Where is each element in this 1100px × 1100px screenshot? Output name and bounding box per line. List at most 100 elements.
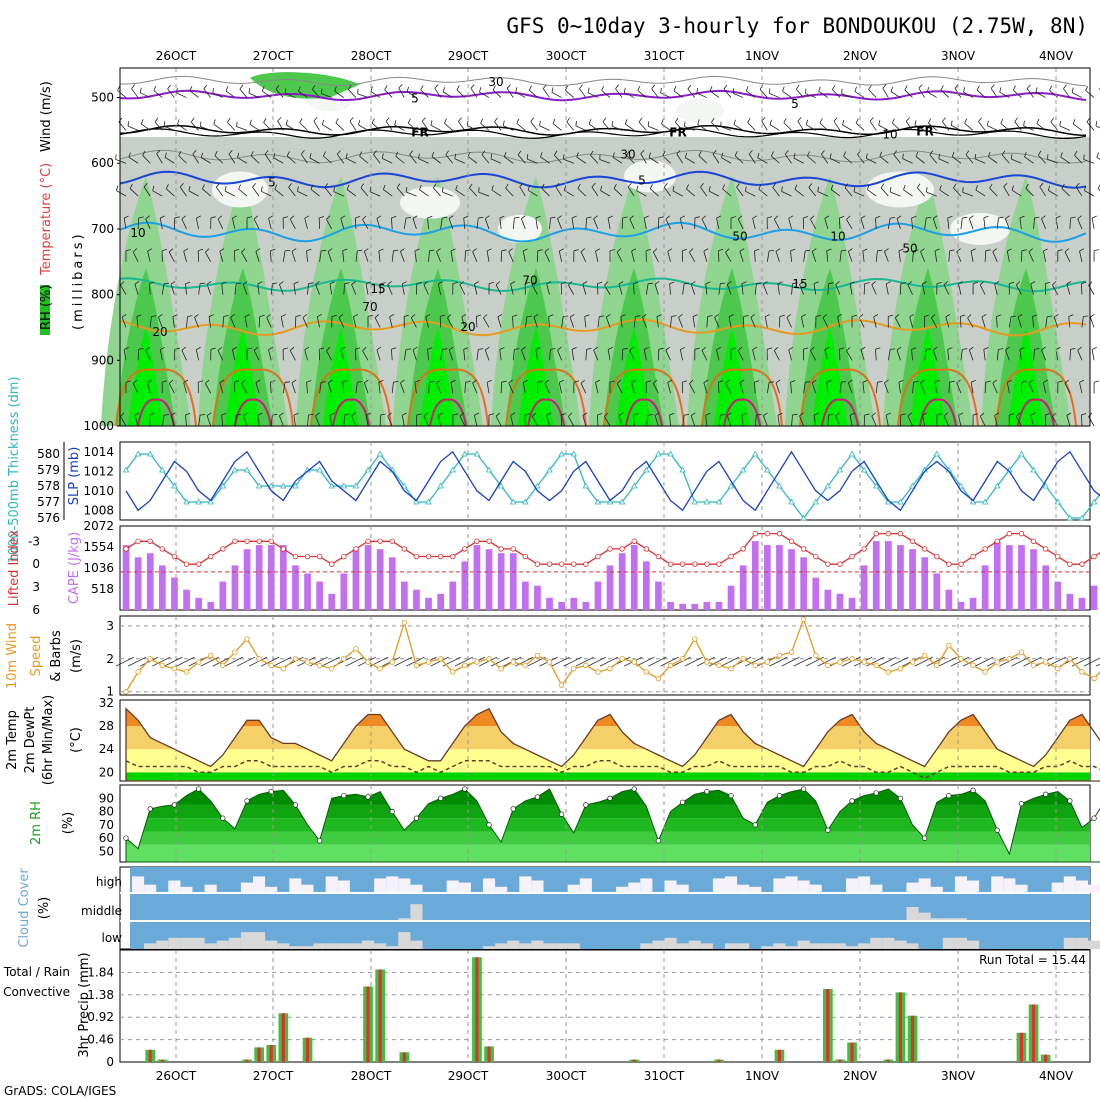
wind-barb bbox=[648, 125, 659, 131]
wind-barb bbox=[544, 251, 550, 262]
contour-temp-30 bbox=[332, 398, 370, 427]
wind-speed-line-point bbox=[1091, 675, 1097, 682]
wind-barb-flag bbox=[983, 215, 989, 219]
rh-point bbox=[994, 827, 1000, 833]
wind-barb-flag bbox=[969, 346, 974, 351]
wind-barb bbox=[527, 158, 538, 164]
chart-title: GFS 0~10day 3-hourly for BONDOUKOU (2.75… bbox=[506, 14, 1088, 38]
wind-barb-flag bbox=[839, 216, 845, 219]
wind-barb-flag bbox=[949, 249, 955, 252]
wind-barb-flag bbox=[673, 86, 677, 91]
cloud-mid-bar bbox=[942, 918, 955, 921]
cloud-low-bar bbox=[519, 943, 532, 949]
cape-bar bbox=[401, 581, 408, 610]
wind-barb-flag bbox=[506, 84, 511, 89]
wind-barb bbox=[319, 382, 322, 394]
contour-rh-50 bbox=[119, 149, 1087, 164]
rh-dry-pocket bbox=[400, 186, 460, 219]
wind-barb bbox=[1049, 89, 1059, 98]
wind-barb-flag bbox=[563, 154, 565, 160]
lifted-index-line-point bbox=[135, 538, 141, 544]
cloud-high-gap bbox=[737, 884, 750, 893]
cape-tick-label: 1554 bbox=[83, 540, 114, 554]
wind-barb-flag bbox=[217, 215, 223, 220]
ylabel-temperature: Temperature (°C) bbox=[39, 163, 54, 276]
wind-barb bbox=[736, 187, 744, 197]
ylabel-pressure: (millibars) bbox=[71, 231, 86, 330]
wind-barb-flag bbox=[541, 183, 545, 189]
wind-barb bbox=[752, 218, 756, 230]
wind-barb bbox=[976, 89, 986, 98]
wind-barb bbox=[539, 125, 550, 131]
thickness-line-point bbox=[340, 482, 348, 489]
thickness-line-point bbox=[376, 450, 384, 457]
wind-barb bbox=[168, 383, 175, 394]
wind-barb-flag bbox=[680, 346, 685, 350]
wind-barb-flag bbox=[200, 152, 204, 158]
lifted-index-line-point bbox=[982, 546, 988, 552]
wind-barb-flag bbox=[384, 85, 388, 90]
wind-barb bbox=[219, 382, 224, 394]
wind-barb bbox=[667, 382, 671, 394]
wind-barb bbox=[689, 383, 696, 394]
wind-barb-flag bbox=[970, 379, 976, 383]
top-date-axis: 26OCT 27OCT 28OCT 29OCT 30OCT 31OCT 1NOV 2NOV 3N… bbox=[156, 49, 1074, 63]
wind-barb bbox=[1095, 125, 1100, 129]
wind-barb-flag bbox=[613, 184, 617, 189]
wind-barb-flag bbox=[561, 281, 567, 284]
wind-barb-flag bbox=[304, 215, 310, 219]
wind-barb bbox=[533, 316, 538, 328]
wind-barb-flag bbox=[579, 84, 583, 89]
wind-barb bbox=[261, 656, 280, 667]
wind-barb bbox=[141, 123, 151, 131]
wind-barb-flag bbox=[943, 412, 949, 417]
cloud-low-bar bbox=[543, 943, 556, 949]
wind-barb-flag bbox=[239, 84, 244, 90]
wind-barb bbox=[737, 218, 744, 230]
wind-barb-flag bbox=[824, 346, 830, 351]
cloud-high-gap bbox=[410, 884, 423, 893]
wind-barb bbox=[885, 283, 889, 295]
wind-barb-flag bbox=[716, 215, 722, 219]
wind-barb-flag bbox=[992, 248, 997, 253]
wind-barb bbox=[346, 189, 357, 197]
wind-barb bbox=[236, 126, 248, 131]
rh-point bbox=[1067, 798, 1073, 804]
cloud-high-gap bbox=[749, 886, 762, 893]
wind-barb-flag bbox=[249, 119, 252, 125]
wind-barb bbox=[448, 349, 454, 361]
precip-tick-label: 0 bbox=[106, 1055, 114, 1069]
wind-barb-flag bbox=[160, 215, 165, 219]
thickness-tick-label: 579 bbox=[37, 463, 60, 477]
lifted-index-line-point bbox=[1079, 561, 1085, 567]
wind-speed-line-point bbox=[135, 669, 141, 675]
wind-barb-flag bbox=[295, 314, 301, 317]
cape-bar bbox=[437, 593, 444, 610]
wind-barb-flag bbox=[633, 413, 639, 416]
cape-bar bbox=[243, 549, 251, 610]
wind-speed-line-point bbox=[728, 665, 734, 672]
wind-barb-flag bbox=[669, 412, 675, 416]
wind-barb-flag bbox=[1028, 248, 1033, 253]
cape-bar bbox=[1006, 545, 1013, 610]
wind-barb bbox=[871, 415, 877, 427]
wind-barb bbox=[282, 250, 286, 262]
wind-barb-flag bbox=[402, 412, 407, 416]
wind-barb bbox=[279, 284, 284, 295]
wind-barb bbox=[1079, 251, 1083, 262]
wind-barb bbox=[373, 154, 381, 164]
wind-barb-flag bbox=[255, 248, 261, 252]
wind-barb bbox=[531, 284, 538, 295]
wind-barb-flag bbox=[456, 85, 460, 91]
lifted-index-line-point bbox=[341, 553, 347, 560]
wind-barb-flag bbox=[253, 346, 259, 351]
thickness-line-point bbox=[848, 450, 856, 457]
wind-barb-flag bbox=[321, 119, 325, 125]
thickness-line-point bbox=[558, 450, 565, 457]
wind-barb bbox=[486, 250, 490, 262]
wind-barb bbox=[1008, 316, 1012, 328]
wind-barb-flag bbox=[1023, 120, 1025, 126]
wind-barb bbox=[599, 159, 611, 164]
wind-barb-flag bbox=[461, 313, 467, 318]
contour-label: 5 bbox=[791, 97, 799, 111]
